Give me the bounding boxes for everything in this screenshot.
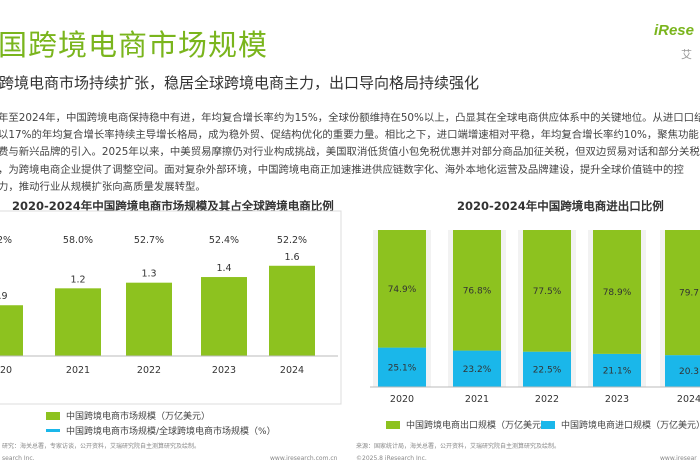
legend-label: 中国跨境电商市场规模（万亿美元） — [66, 412, 211, 422]
page-title: 国跨境电商市场规模 — [0, 28, 269, 62]
x-tick-label: 2021 — [465, 394, 489, 405]
bar-market-2023 — [201, 277, 247, 356]
right-url: www.iresear — [660, 455, 697, 462]
x-tick-label: 2020 — [390, 394, 414, 405]
paragraph-line: 年至2024年，中国跨境电商保持稳中有进，年均复合增长率约为15%，全球份额维持… — [0, 112, 700, 124]
bar-value-label: 1.4 — [216, 263, 231, 274]
legend-swatch — [46, 411, 60, 420]
x-tick-label: 2022 — [535, 394, 559, 405]
paragraph-line: 费与新兴品牌的引入。2025年以来，中美贸易摩擦仍对行业构成挑战，美国取消低货值… — [0, 146, 700, 159]
summary-paragraph: 年至2024年，中国跨境电商保持稳中有进，年均复合增长率约为15%，全球份额维持… — [0, 110, 700, 196]
left-chart-frame — [0, 210, 342, 405]
paragraph-line: 力，推动行业从规模扩张向高质量发展转型。 — [0, 180, 206, 193]
export-value-label: 78.9% — [603, 288, 632, 298]
bar-market-2020 — [0, 305, 23, 356]
left-legend-item-share: 中国跨境电商市场规模/全球跨境电商市场规模（%） — [46, 424, 276, 437]
legend-swatch — [46, 429, 60, 432]
logo-subtext: 艾 — [681, 48, 692, 61]
x-tick-label: 2022 — [137, 365, 161, 376]
x-tick-label: 2021 — [66, 365, 90, 376]
bar-value-label: 1.6 — [284, 252, 299, 263]
bar-export-2023 — [593, 230, 641, 354]
left-legend-item-market: 中国跨境电商市场规模（万亿美元） — [46, 409, 210, 422]
right-chart-title: 2020-2024年中国跨境电商进出口比例 — [457, 199, 664, 213]
bar-export-2021 — [453, 230, 501, 351]
right-copyright: ©2025.8 iResearch Inc. — [356, 455, 427, 462]
bar-export-2020 — [378, 230, 426, 348]
import-value-label: 22.5% — [533, 365, 562, 375]
share-value-label: 52.7% — [134, 235, 164, 246]
page-subtitle: 跨境电商市场持续扩张，稳居全球跨境电商主力，出口导向格局持续强化 — [0, 74, 480, 92]
bar-value-label: 0.9 — [0, 291, 8, 302]
bar-import-2021 — [453, 350, 501, 387]
x-tick-label: 2024 — [677, 394, 700, 405]
x-tick-label: 2020 — [0, 365, 12, 376]
export-value-label: 74.9% — [388, 285, 417, 295]
x-tick-label: 2023 — [605, 394, 629, 405]
iresearch-logo: iRese — [653, 22, 694, 39]
paragraph-line: 以17%的年均复合增长率持续主导增长格局，成为稳外贸、促结构优化的重要力量。相比… — [0, 129, 699, 142]
bar-market-2024 — [269, 265, 315, 356]
legend-label: 中国跨境电商进口规模（万亿美元） — [561, 421, 700, 431]
x-tick-label: 2023 — [212, 365, 236, 376]
right-source-note: 来源：国家统计局，海关总署，公开资料，艾瑞研究院自主测算研究及绘制。 — [356, 443, 561, 450]
bar-import-2020 — [378, 347, 426, 387]
x-tick-label: 2024 — [280, 365, 304, 376]
export-value-label: 79.7 — [679, 289, 699, 299]
share-value-label: 58.0% — [63, 235, 93, 246]
export-value-label: 76.8% — [463, 286, 492, 296]
share-value-label: 52.4% — [209, 235, 239, 246]
bar-value-label: 1.2 — [70, 274, 85, 285]
bar-export-2022 — [523, 230, 571, 352]
import-value-label: 23.2% — [463, 365, 492, 375]
legend-label: 中国跨境电商市场规模/全球跨境电商市场规模（%） — [66, 427, 276, 437]
left-url: www.iresearch.com.cn — [270, 455, 338, 462]
bar-import-2023 — [593, 353, 641, 387]
share-value-label: 6.2% — [0, 235, 12, 246]
import-value-label: 21.1% — [603, 366, 632, 376]
import-value-label: 20.3 — [679, 367, 699, 377]
paragraph-line: ，为跨境电商企业提供了调整空间。面对复杂外部环境，中国跨境电商正加速推进供应链数… — [0, 163, 684, 176]
left-source-note: 研究：海关总署，专家访谈，公开资料，艾瑞研究院自主测算研究及绘制。 — [2, 443, 201, 450]
bar-import-2022 — [523, 351, 571, 387]
bar-market-2021 — [55, 288, 101, 356]
bar-value-label: 1.3 — [141, 269, 156, 280]
import-value-label: 25.1% — [388, 363, 417, 373]
bar-export-2024 — [665, 230, 700, 356]
legend-swatch — [541, 420, 555, 429]
share-value-label: 52.2% — [277, 235, 307, 246]
legend-swatch — [386, 420, 400, 429]
bar-import-2024 — [665, 355, 700, 387]
right-legend-item-import: 中国跨境电商进口规模（万亿美元） — [541, 418, 700, 431]
left-copyright: search Inc. — [2, 455, 35, 462]
export-value-label: 77.5% — [533, 287, 562, 297]
legend-label: 中国跨境电商出口规模（万亿美元） — [406, 421, 551, 431]
right-legend-item-export: 中国跨境电商出口规模（万亿美元） — [386, 418, 550, 431]
left-chart-title: 2020-2024年中国跨境电商市场规模及其占全球跨境电商比例 — [12, 199, 334, 213]
bar-market-2022 — [126, 282, 172, 356]
